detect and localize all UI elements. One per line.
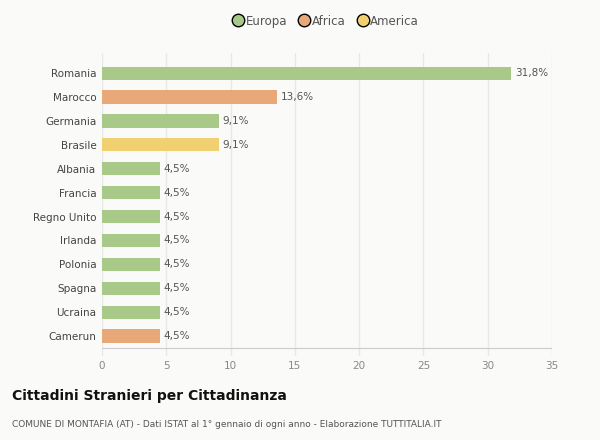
Bar <box>102 282 160 295</box>
Bar <box>102 234 160 247</box>
Text: 4,5%: 4,5% <box>164 307 190 317</box>
Bar <box>102 330 160 343</box>
Bar <box>102 114 219 128</box>
Bar <box>102 258 160 271</box>
Bar <box>102 210 160 223</box>
Bar <box>102 91 277 104</box>
Bar <box>102 305 160 319</box>
Text: 9,1%: 9,1% <box>223 116 250 126</box>
Text: 4,5%: 4,5% <box>164 259 190 269</box>
Text: COMUNE DI MONTAFIA (AT) - Dati ISTAT al 1° gennaio di ogni anno - Elaborazione T: COMUNE DI MONTAFIA (AT) - Dati ISTAT al … <box>12 420 442 429</box>
Text: 4,5%: 4,5% <box>164 164 190 174</box>
Bar <box>102 162 160 175</box>
Legend: Europa, Africa, America: Europa, Africa, America <box>230 10 424 33</box>
Text: 4,5%: 4,5% <box>164 212 190 222</box>
Bar <box>102 138 219 151</box>
Bar <box>102 186 160 199</box>
Text: 4,5%: 4,5% <box>164 331 190 341</box>
Text: 13,6%: 13,6% <box>281 92 314 102</box>
Text: 4,5%: 4,5% <box>164 235 190 246</box>
Text: Cittadini Stranieri per Cittadinanza: Cittadini Stranieri per Cittadinanza <box>12 389 287 403</box>
Text: 4,5%: 4,5% <box>164 283 190 293</box>
Bar <box>102 66 511 80</box>
Text: 31,8%: 31,8% <box>515 68 548 78</box>
Text: 9,1%: 9,1% <box>223 140 250 150</box>
Text: 4,5%: 4,5% <box>164 187 190 198</box>
